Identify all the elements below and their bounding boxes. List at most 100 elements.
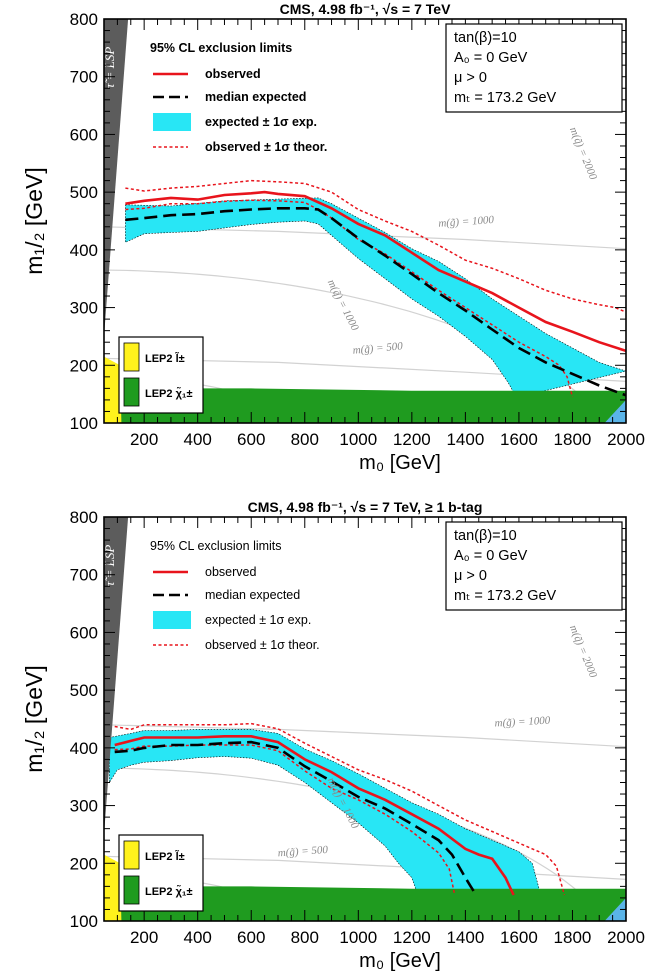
legend-label-theory: observed ± 1σ theor. bbox=[205, 638, 320, 652]
info-line: mₜ = 173.2 GeV bbox=[454, 588, 557, 604]
gluino-1000-contour bbox=[104, 724, 626, 748]
info-line: A₀ = 0 GeV bbox=[454, 50, 528, 66]
info-line: A₀ = 0 GeV bbox=[454, 548, 528, 564]
x-axis-label: m₀ [GeV] bbox=[359, 950, 441, 972]
median-expected-line bbox=[125, 207, 626, 397]
x-tick-label: 1800 bbox=[554, 430, 592, 449]
x-tick-label: 1800 bbox=[554, 928, 592, 947]
gluino-500-label: m(g̃) = 500 bbox=[277, 844, 328, 860]
y-tick-label: 200 bbox=[70, 854, 98, 873]
x-tick-label: 1600 bbox=[500, 430, 538, 449]
legend-label-median: median expected bbox=[205, 90, 306, 104]
info-line: μ > 0 bbox=[454, 568, 487, 584]
theory-lower-line bbox=[114, 744, 456, 896]
y-tick-label: 700 bbox=[70, 566, 98, 585]
plot-frame bbox=[103, 516, 627, 922]
x-tick-label: 1200 bbox=[393, 430, 431, 449]
lep-chargino-region bbox=[104, 388, 626, 423]
info-line: tan(β)=10 bbox=[454, 528, 517, 544]
y-tick-label: 400 bbox=[70, 241, 98, 260]
y-tick-label: 200 bbox=[70, 356, 98, 375]
x-tick-label: 2000 bbox=[607, 928, 645, 947]
squark-1000-label: m(q̃) = 1000 bbox=[325, 278, 361, 334]
legend-label-theory: observed ± 1σ theor. bbox=[205, 140, 327, 154]
x-tick-label: 600 bbox=[237, 928, 265, 947]
x-tick-label: 1000 bbox=[339, 928, 377, 947]
median-expected-line bbox=[114, 740, 478, 896]
lep-corner-region bbox=[604, 399, 626, 423]
x-tick-label: 2000 bbox=[607, 430, 645, 449]
observed-line bbox=[125, 190, 626, 353]
lsp-label: τ̃ = LSP bbox=[102, 545, 117, 587]
info-line: mₜ = 173.2 GeV bbox=[454, 90, 557, 106]
info-line: tan(β)=10 bbox=[454, 30, 517, 46]
x-tick-label: 400 bbox=[184, 928, 212, 947]
lep-swatch-slepton bbox=[123, 342, 140, 372]
x-axis-label: m₀ [GeV] bbox=[359, 452, 441, 474]
legend-label-median: median expected bbox=[205, 588, 300, 602]
theory-upper-line bbox=[114, 722, 566, 896]
observed-line bbox=[114, 734, 515, 896]
lsp-region bbox=[104, 517, 129, 835]
x-tick-label: 1600 bbox=[500, 928, 538, 947]
y-axis-label: m₁/₂ [GeV] bbox=[21, 167, 47, 274]
x-tick-label: 800 bbox=[291, 928, 319, 947]
info-box bbox=[445, 521, 623, 611]
lep-swatch-chargino bbox=[123, 377, 140, 407]
y-tick-label: 800 bbox=[70, 10, 98, 29]
x-tick-label: 1400 bbox=[446, 430, 484, 449]
x-tick-label: 1000 bbox=[339, 430, 377, 449]
legend-label-observed: observed bbox=[205, 565, 256, 579]
chart-panel-1: m(q̃) = 1000 m(q̃) = 2000 m(g̃) = 500 m(g̃)… bbox=[21, 1, 645, 474]
y-tick-label: 400 bbox=[70, 739, 98, 758]
y-tick-label: 600 bbox=[70, 623, 98, 642]
y-tick-label: 100 bbox=[70, 414, 98, 433]
gluino-1000-label: m(g̃) = 1000 bbox=[438, 214, 495, 230]
lep-swatch-chargino bbox=[123, 875, 140, 905]
plot-area bbox=[104, 19, 626, 423]
legend-title: 95% CL exclusion limits bbox=[150, 539, 282, 553]
lep-swatch-slepton bbox=[123, 840, 140, 870]
info-box bbox=[445, 23, 623, 113]
info-line: μ > 0 bbox=[454, 70, 487, 86]
legend-title: 95% CL exclusion limits bbox=[150, 41, 292, 55]
theory-upper-line bbox=[125, 179, 626, 313]
chart-title: CMS, 4.98 fb⁻¹, √s = 7 TeV bbox=[280, 1, 451, 17]
plot-area bbox=[104, 517, 626, 921]
squark-2000-label: m(q̃) = 2000 bbox=[567, 623, 599, 680]
x-tick-label: 1200 bbox=[393, 928, 431, 947]
lep-label-slepton: LEP2 l̃± bbox=[145, 850, 185, 863]
gluino-500-label: m(g̃) = 500 bbox=[352, 340, 404, 356]
lep-label-slepton: LEP2 l̃± bbox=[145, 352, 185, 365]
lep-label-chargino: LEP2 χ̃₁± bbox=[145, 387, 193, 400]
lsp-label: τ̃ = LSP bbox=[102, 47, 117, 89]
x-tick-label: 200 bbox=[130, 928, 158, 947]
chart-title: CMS, 4.98 fb⁻¹, √s = 7 TeV, ≥ 1 b-tag bbox=[248, 499, 483, 515]
gluino-1000-label: m(g̃) = 1000 bbox=[494, 715, 551, 730]
lsp-region bbox=[104, 19, 129, 337]
x-tick-label: 200 bbox=[130, 430, 158, 449]
x-tick-label: 600 bbox=[237, 430, 265, 449]
x-tick-label: 800 bbox=[291, 430, 319, 449]
plot-frame bbox=[103, 18, 627, 424]
y-tick-label: 700 bbox=[70, 68, 98, 87]
lep-chargino-region bbox=[104, 886, 626, 921]
squark-2000-label: m(q̃) = 2000 bbox=[567, 125, 599, 182]
y-tick-label: 300 bbox=[70, 797, 98, 816]
lep-slepton-region bbox=[104, 356, 122, 423]
legend-swatch-band bbox=[153, 611, 191, 629]
legend-swatch-band bbox=[153, 113, 191, 131]
y-axis-label: m₁/₂ [GeV] bbox=[21, 665, 47, 772]
y-tick-label: 300 bbox=[70, 299, 98, 318]
lep-label-chargino: LEP2 χ̃₁± bbox=[145, 885, 193, 898]
y-tick-label: 800 bbox=[70, 508, 98, 527]
lep-slepton-region bbox=[104, 854, 122, 921]
legend-label-band: expected ± 1σ exp. bbox=[205, 115, 317, 129]
x-tick-label: 1400 bbox=[446, 928, 484, 947]
y-tick-label: 500 bbox=[70, 681, 98, 700]
x-tick-label: 400 bbox=[184, 430, 212, 449]
y-tick-label: 100 bbox=[70, 912, 98, 931]
expected-band bbox=[109, 729, 541, 894]
y-tick-label: 500 bbox=[70, 183, 98, 202]
